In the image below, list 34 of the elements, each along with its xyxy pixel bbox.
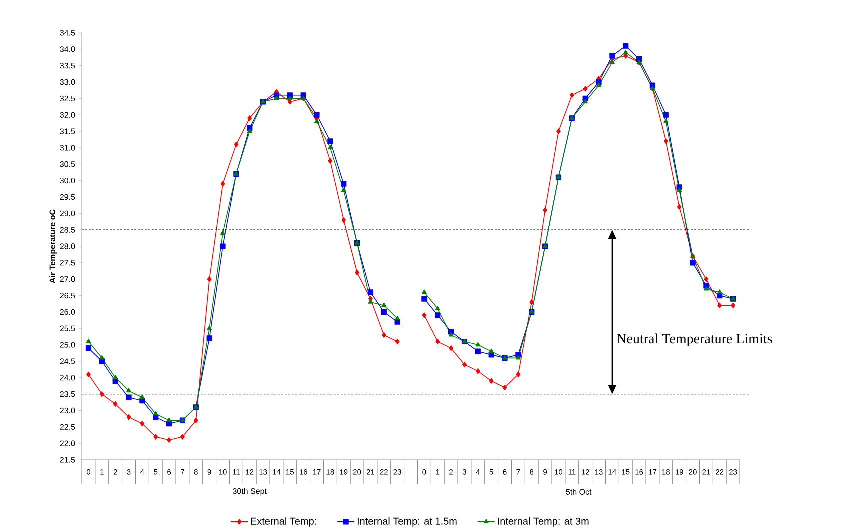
- y-axis-title: Air Temperature oC: [50, 210, 58, 284]
- y-tick-label: 30.5: [60, 162, 76, 168]
- y-tick-label: 28.5: [60, 227, 76, 233]
- y-tick-label: 34.5: [60, 30, 76, 36]
- y-tick-label: 22.5: [60, 424, 76, 430]
- y-tick-label: 30.0: [60, 178, 76, 184]
- y-tick-label: 21.5: [60, 457, 76, 463]
- y-tick-label: 32.5: [60, 96, 76, 102]
- y-tick-label: 29.5: [60, 194, 76, 200]
- legend-label: External Temp:: [251, 518, 316, 527]
- y-tick-label: 23.0: [60, 408, 76, 414]
- y-tick-label: 26.5: [60, 292, 76, 299]
- y-tick-label: 27.5: [60, 260, 76, 266]
- y-tick-label: 31.5: [60, 128, 76, 134]
- y-tick-label: 29.0: [60, 210, 76, 216]
- legend-label: Internal Temp: at 3m: [498, 518, 589, 527]
- y-tick-label: 26.0: [60, 309, 76, 316]
- y-tick-label: 25.5: [60, 326, 76, 332]
- y-tick-label: 32.0: [60, 112, 76, 118]
- y-tick-label: 25.0: [60, 342, 76, 348]
- text: 5th Oct: [566, 489, 592, 495]
- y-tick-label: 24.0: [60, 375, 76, 381]
- text: 30th Sept: [233, 488, 267, 496]
- y-tick-label: 33.0: [60, 79, 76, 86]
- y-tick-label: 31.0: [60, 145, 76, 151]
- y-tick-label: 28.0: [60, 244, 76, 250]
- y-tick-label: 27.0: [60, 276, 76, 282]
- y-tick-label: 22.0: [60, 440, 76, 446]
- y-tick-label: 34.0: [60, 46, 76, 52]
- y-tick-label: 23.5: [60, 391, 76, 398]
- annotation: Neutral Temperature Limits: [617, 334, 772, 346]
- y-tick-label: 24.5: [60, 358, 76, 364]
- y-tick-label: 33.5: [60, 63, 76, 69]
- legend-label: Internal Temp: at 1.5m: [358, 518, 457, 527]
